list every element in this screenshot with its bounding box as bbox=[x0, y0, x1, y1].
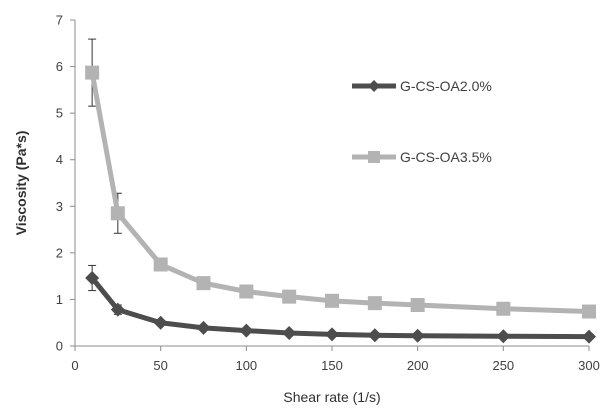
data-point-series-1 bbox=[85, 271, 100, 286]
y-tick-label: 6 bbox=[56, 59, 63, 74]
data-point-series-2 bbox=[110, 206, 125, 221]
legend-item-series-1: G-CS-OA2.0% bbox=[352, 78, 492, 94]
legend-square-marker bbox=[368, 151, 380, 163]
data-point-series-2 bbox=[582, 304, 596, 319]
data-point-series-1 bbox=[239, 323, 254, 338]
data-point-series-1 bbox=[410, 328, 425, 343]
series-markers bbox=[85, 65, 596, 344]
x-tick-label: 300 bbox=[578, 358, 600, 373]
legend-item-series-2: G-CS-OA3.5% bbox=[352, 149, 492, 165]
legend-label-series-2: G-CS-OA3.5% bbox=[400, 149, 492, 165]
legend-diamond-marker bbox=[368, 80, 380, 92]
x-tick-label: 50 bbox=[153, 358, 167, 373]
x-ticks: 0 50 100 150 200 250 300 bbox=[71, 346, 600, 373]
data-point-series-1 bbox=[282, 325, 297, 340]
y-tick-label: 2 bbox=[56, 245, 63, 260]
data-point-series-2 bbox=[410, 298, 425, 313]
y-axis-title: Viscosity (Pa*s) bbox=[13, 131, 29, 236]
data-point-series-1 bbox=[367, 328, 382, 343]
x-tick-label: 0 bbox=[71, 358, 78, 373]
legend: G-CS-OA2.0% G-CS-OA3.5% bbox=[352, 78, 492, 165]
data-point-series-2 bbox=[85, 65, 100, 80]
data-point-series-1 bbox=[496, 329, 511, 344]
data-point-series-1 bbox=[325, 327, 339, 342]
data-point-series-2 bbox=[153, 257, 168, 272]
y-tick-label: 3 bbox=[56, 199, 63, 214]
x-tick-label: 250 bbox=[492, 358, 514, 373]
x-axis-title: Shear rate (1/s) bbox=[283, 389, 380, 405]
x-tick-label: 150 bbox=[321, 358, 343, 373]
data-point-series-1 bbox=[582, 329, 596, 344]
data-point-series-2 bbox=[496, 301, 511, 316]
data-point-series-2 bbox=[367, 296, 382, 311]
y-tick-label: 1 bbox=[56, 292, 63, 307]
data-point-series-2 bbox=[325, 293, 339, 308]
legend-label-series-1: G-CS-OA2.0% bbox=[400, 78, 492, 94]
data-point-series-1 bbox=[153, 315, 168, 330]
y-ticks: 0 1 2 3 4 5 6 7 bbox=[56, 13, 75, 354]
data-point-series-2 bbox=[282, 289, 297, 304]
x-tick-label: 100 bbox=[235, 358, 257, 373]
y-tick-label: 5 bbox=[56, 106, 63, 121]
series-line-2 bbox=[89, 70, 592, 315]
data-point-series-2 bbox=[239, 284, 254, 299]
data-point-series-1 bbox=[196, 320, 211, 335]
y-tick-label: 4 bbox=[56, 152, 63, 167]
y-tick-label: 0 bbox=[56, 339, 63, 354]
data-point-series-1 bbox=[110, 302, 125, 317]
data-point-series-2 bbox=[196, 276, 211, 291]
series-lines bbox=[89, 70, 592, 340]
y-tick-label: 7 bbox=[56, 13, 63, 28]
x-tick-label: 200 bbox=[407, 358, 429, 373]
